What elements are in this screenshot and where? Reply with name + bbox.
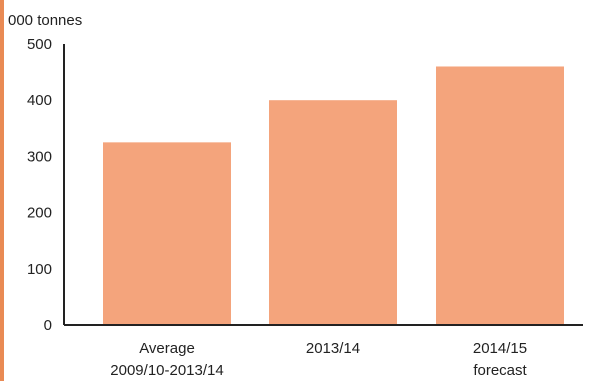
y-tick-label: 0 <box>44 317 52 334</box>
x-category-label-line: forecast <box>473 362 527 379</box>
x-category-label: Average 2009/10-2013/14 <box>110 340 223 379</box>
x-axis-category-labels: Average 2009/10-2013/14 2013/14 2014/15 fore… <box>110 340 527 379</box>
y-tick-label: 500 <box>27 36 52 53</box>
x-category-label-line: 2009/10-2013/14 <box>110 362 223 379</box>
bar <box>436 66 564 325</box>
bar <box>103 142 231 325</box>
y-tick-label: 400 <box>27 92 52 109</box>
bar <box>269 100 397 325</box>
y-axis-unit-label: 000 tonnes <box>8 12 82 29</box>
y-tick-label: 200 <box>27 205 52 222</box>
x-category-label-line: 2013/14 <box>306 340 360 357</box>
x-category-label-line: Average <box>139 340 195 357</box>
y-tick-label: 100 <box>27 261 52 278</box>
bars <box>103 66 564 325</box>
x-category-label-line: 2014/15 <box>473 340 527 357</box>
y-axis-ticks: 0 100 200 300 400 500 <box>27 36 52 334</box>
x-category-label: 2014/15 forecast <box>473 340 528 379</box>
accent-bar <box>0 0 4 381</box>
y-tick-label: 300 <box>27 148 52 165</box>
x-category-label: 2013/14 <box>306 340 360 357</box>
